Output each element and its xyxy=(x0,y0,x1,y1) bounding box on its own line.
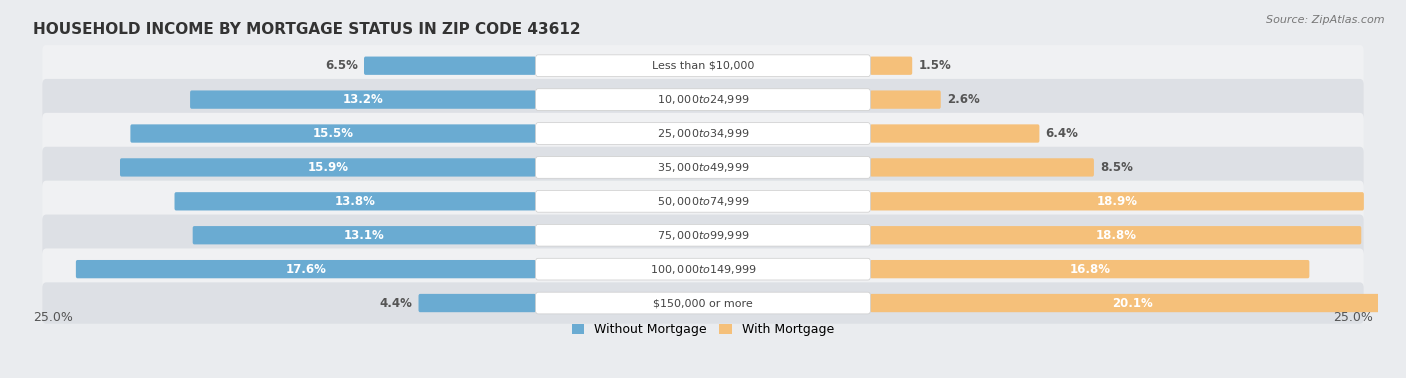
FancyBboxPatch shape xyxy=(42,147,1364,188)
FancyBboxPatch shape xyxy=(536,123,870,144)
Text: 16.8%: 16.8% xyxy=(1069,263,1111,276)
Text: $150,000 or more: $150,000 or more xyxy=(654,298,752,308)
Text: 13.2%: 13.2% xyxy=(343,93,384,106)
Text: 2.6%: 2.6% xyxy=(948,93,980,106)
FancyBboxPatch shape xyxy=(536,258,870,280)
Text: HOUSEHOLD INCOME BY MORTGAGE STATUS IN ZIP CODE 43612: HOUSEHOLD INCOME BY MORTGAGE STATUS IN Z… xyxy=(34,22,581,37)
Text: 20.1%: 20.1% xyxy=(1112,297,1153,310)
FancyBboxPatch shape xyxy=(42,181,1364,222)
FancyBboxPatch shape xyxy=(870,260,1309,278)
FancyBboxPatch shape xyxy=(174,192,536,211)
Text: 1.5%: 1.5% xyxy=(918,59,952,72)
FancyBboxPatch shape xyxy=(42,113,1364,154)
FancyBboxPatch shape xyxy=(190,90,536,109)
FancyBboxPatch shape xyxy=(193,226,536,245)
Text: 25.0%: 25.0% xyxy=(34,311,73,324)
Text: 13.8%: 13.8% xyxy=(335,195,375,208)
Text: 15.9%: 15.9% xyxy=(308,161,349,174)
Text: Less than $10,000: Less than $10,000 xyxy=(652,61,754,71)
Text: 18.9%: 18.9% xyxy=(1097,195,1137,208)
FancyBboxPatch shape xyxy=(536,225,870,246)
Text: 17.6%: 17.6% xyxy=(285,263,326,276)
FancyBboxPatch shape xyxy=(870,226,1361,245)
Legend: Without Mortgage, With Mortgage: Without Mortgage, With Mortgage xyxy=(567,318,839,341)
FancyBboxPatch shape xyxy=(364,57,536,75)
Text: $50,000 to $74,999: $50,000 to $74,999 xyxy=(657,195,749,208)
FancyBboxPatch shape xyxy=(870,158,1094,177)
Text: 15.5%: 15.5% xyxy=(312,127,354,140)
FancyBboxPatch shape xyxy=(870,124,1039,143)
FancyBboxPatch shape xyxy=(131,124,536,143)
FancyBboxPatch shape xyxy=(42,45,1364,87)
Text: $75,000 to $99,999: $75,000 to $99,999 xyxy=(657,229,749,242)
FancyBboxPatch shape xyxy=(870,90,941,109)
Text: 6.4%: 6.4% xyxy=(1046,127,1078,140)
FancyBboxPatch shape xyxy=(42,282,1364,324)
FancyBboxPatch shape xyxy=(42,215,1364,256)
FancyBboxPatch shape xyxy=(870,192,1364,211)
Text: 8.5%: 8.5% xyxy=(1099,161,1133,174)
Text: $35,000 to $49,999: $35,000 to $49,999 xyxy=(657,161,749,174)
Text: $25,000 to $34,999: $25,000 to $34,999 xyxy=(657,127,749,140)
FancyBboxPatch shape xyxy=(42,79,1364,120)
Text: 6.5%: 6.5% xyxy=(325,59,357,72)
FancyBboxPatch shape xyxy=(419,294,536,312)
Text: 13.1%: 13.1% xyxy=(344,229,385,242)
FancyBboxPatch shape xyxy=(536,156,870,178)
Text: $10,000 to $24,999: $10,000 to $24,999 xyxy=(657,93,749,106)
Text: 18.8%: 18.8% xyxy=(1095,229,1136,242)
FancyBboxPatch shape xyxy=(536,191,870,212)
FancyBboxPatch shape xyxy=(76,260,536,278)
FancyBboxPatch shape xyxy=(42,248,1364,290)
FancyBboxPatch shape xyxy=(870,294,1395,312)
FancyBboxPatch shape xyxy=(120,158,536,177)
FancyBboxPatch shape xyxy=(536,292,870,314)
FancyBboxPatch shape xyxy=(870,57,912,75)
Text: $100,000 to $149,999: $100,000 to $149,999 xyxy=(650,263,756,276)
Text: 25.0%: 25.0% xyxy=(1333,311,1372,324)
Text: 4.4%: 4.4% xyxy=(380,297,412,310)
FancyBboxPatch shape xyxy=(536,55,870,77)
Text: Source: ZipAtlas.com: Source: ZipAtlas.com xyxy=(1267,15,1385,25)
FancyBboxPatch shape xyxy=(536,89,870,110)
